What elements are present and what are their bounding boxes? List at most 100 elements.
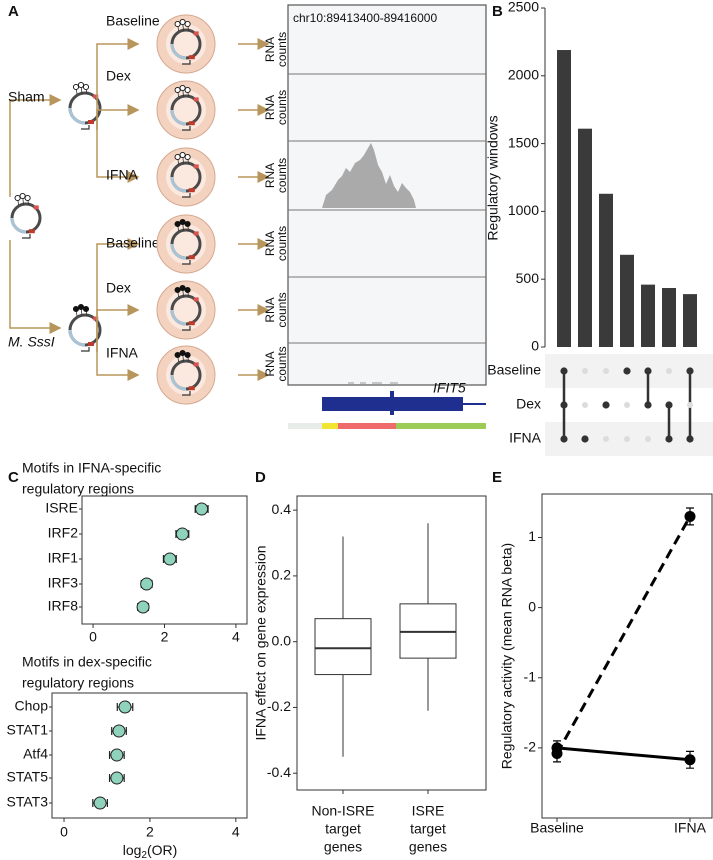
cpg (174, 351, 181, 359)
dot (163, 552, 177, 566)
track-label-line: counts (275, 90, 289, 125)
cpg (179, 349, 186, 357)
plasmid-segment (170, 309, 187, 326)
bar (557, 50, 571, 347)
y-tick-label: -0.4 (267, 764, 291, 780)
panel-label: D (255, 469, 266, 486)
dot (136, 600, 150, 614)
plasmid-element (188, 188, 195, 193)
plasmid-segment (170, 243, 187, 260)
promoter-arrow (182, 126, 191, 131)
plasmid-segment (68, 107, 86, 125)
track-label-line: RNA (263, 231, 277, 256)
panel-label: C (8, 469, 19, 486)
matrix-dot (560, 401, 568, 409)
condition-label: Baseline (106, 235, 160, 251)
matrix-dot (687, 402, 693, 408)
cpg (174, 286, 181, 294)
y-tick-label: 0.2 (272, 567, 292, 583)
dot (175, 527, 189, 541)
panel-label: E (492, 469, 502, 486)
cpg (174, 86, 181, 94)
cpg (174, 153, 181, 161)
x-tick-label: genes (324, 839, 362, 855)
plasmid-element (188, 386, 195, 391)
set-label: Dex (516, 396, 541, 412)
branch (96, 38, 140, 130)
bar (578, 128, 592, 347)
dot (118, 700, 132, 714)
condition-label: IFNA (106, 345, 139, 361)
branch (96, 304, 140, 352)
track-label-line: RNA (263, 37, 277, 62)
y-tick-label: -2 (524, 739, 537, 755)
point (684, 754, 696, 766)
matrix-dot (581, 435, 589, 443)
track-label: RNAcounts (263, 292, 289, 327)
track-label: RNAcounts (263, 158, 289, 193)
cpg (179, 18, 186, 26)
matrix-dot (624, 402, 630, 408)
track-label: RNAcounts (263, 346, 289, 381)
y-tick-label: IRF1 (48, 550, 79, 566)
plasmid-segment (170, 374, 187, 391)
cpg (82, 305, 90, 313)
cpg (72, 305, 80, 313)
plot-frame (51, 692, 248, 819)
treatment-label: M. SssI (8, 334, 55, 350)
promoter-arrow (22, 234, 31, 239)
treatment-label: Sham (8, 89, 45, 105)
y-tick-label: 0 (528, 598, 536, 614)
x-tick-label: target (325, 821, 361, 837)
x-tick-label: genes (409, 839, 447, 855)
promoter-arrow (182, 326, 191, 331)
cpg (179, 151, 186, 159)
condition-label: Baseline (106, 13, 160, 29)
dot (93, 796, 107, 810)
box (314, 618, 372, 676)
dot (195, 502, 209, 516)
bar (599, 193, 613, 347)
matrix-dot (603, 436, 609, 442)
cpg (19, 192, 26, 200)
branch (9, 240, 62, 334)
condition-label: Dex (106, 280, 131, 296)
plasmid-element (33, 205, 39, 210)
matrix-dot (686, 435, 694, 443)
gene-name: IFIT5 (433, 380, 466, 396)
set-label: IFNA (509, 430, 542, 446)
y-tick-label: 0.0 (272, 632, 292, 648)
plasmid-element (193, 97, 199, 102)
cpg (179, 284, 186, 292)
y-tick-label: 1 (528, 528, 536, 544)
y-tick-label: 2000 (508, 67, 539, 83)
panel-label: B (492, 3, 503, 20)
x-tick-label: ISRE (412, 803, 445, 819)
y-axis-label: IFNA effect on gene expression (253, 545, 269, 740)
point (551, 742, 563, 754)
track-label-line: counts (275, 226, 289, 261)
y-tick-label: Atf4 (23, 746, 48, 762)
track-label-line: RNA (263, 163, 277, 188)
plasmid-element (28, 229, 35, 234)
x-axis-label: log2(OR) (123, 842, 178, 860)
matrix-dot (603, 368, 609, 374)
matrix-dot (602, 401, 610, 409)
cpg (14, 194, 21, 202)
x-tick-label: 0 (60, 824, 68, 840)
matrix-dot (582, 368, 588, 374)
bar (683, 294, 697, 347)
matrix-dot (644, 367, 652, 375)
y-tick-label: Chop (15, 698, 49, 714)
bar (620, 254, 634, 347)
y-tick-label: 0.4 (272, 501, 292, 517)
x-tick-label: Baseline (530, 820, 584, 836)
y-tick-label: STAT3 (7, 794, 49, 810)
state-strip (338, 423, 396, 429)
cpg (174, 20, 181, 28)
branch (96, 352, 140, 381)
state-strip (288, 423, 322, 429)
matrix-dot (666, 368, 672, 374)
cpg (179, 84, 186, 92)
plasmid-element (93, 94, 99, 99)
